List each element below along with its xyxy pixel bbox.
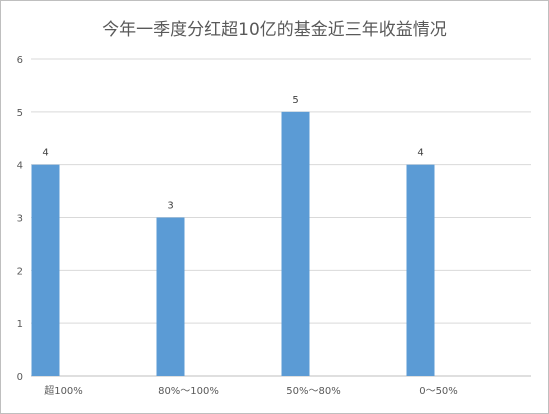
y-tick-label: 0 [17,372,23,383]
y-tick-label: 5 [17,108,23,119]
data-label: 4 [42,148,48,159]
data-label: 5 [292,95,298,106]
data-labels: 4 3 5 4 [42,95,423,212]
y-tick-label: 6 [17,55,23,66]
y-tick-label: 2 [17,266,23,277]
data-label: 4 [417,148,423,159]
x-tick-label: 80%～100% [158,386,219,397]
bars [31,111,435,376]
x-tick-label: 超100% [44,384,83,397]
x-tick-label: 0～50% [419,386,458,397]
y-tick-label: 4 [17,161,23,172]
x-axis-ticks: 超100% 80%～100% 50%～80% 0～50% [44,384,458,397]
bar [156,217,185,376]
gridlines [31,58,531,377]
bar [406,164,435,376]
y-axis-ticks: 0 1 2 3 4 5 6 [17,55,23,383]
data-label: 3 [167,201,173,212]
chart-title: 今年一季度分红超10亿的基金近三年收益情况 [102,20,447,40]
x-tick-label: 50%～80% [286,386,340,397]
bar [31,164,60,376]
y-tick-label: 3 [17,214,23,225]
y-tick-label: 1 [17,319,23,330]
bar [281,111,310,376]
